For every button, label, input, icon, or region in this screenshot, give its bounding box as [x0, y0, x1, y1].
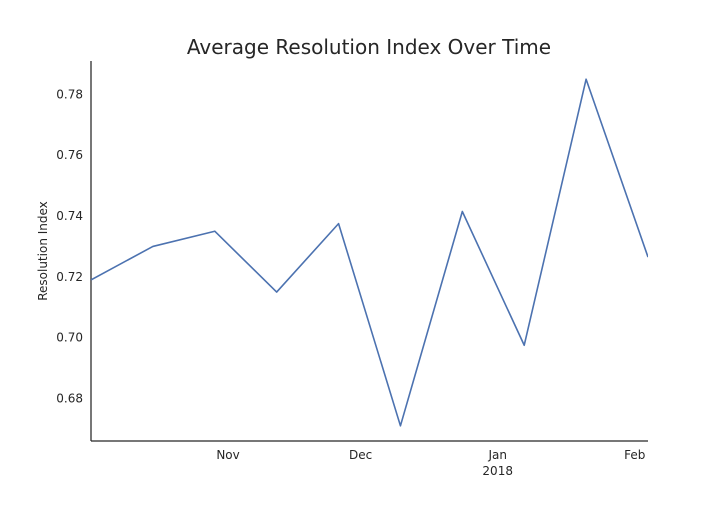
- series-line: [91, 78, 648, 427]
- x-tick-label: Feb: [624, 448, 645, 462]
- y-axis-title: Resolution Index: [36, 201, 50, 301]
- y-tick-label: 0.76: [56, 148, 83, 162]
- y-tick-label: 0.78: [56, 87, 83, 101]
- chart-title: Average Resolution Index Over Time: [187, 35, 551, 59]
- x-tick-label: Nov: [216, 448, 239, 462]
- x-axis-ticks: Nov Dec Jan 2018 Feb: [216, 448, 645, 478]
- y-tick-label: 0.72: [56, 270, 83, 284]
- x-tick-year-label: 2018: [482, 464, 513, 478]
- y-tick-label: 0.74: [56, 209, 83, 223]
- y-tick-label: 0.70: [56, 331, 83, 345]
- x-tick-label: Dec: [349, 448, 372, 462]
- y-tick-label: 0.68: [56, 391, 83, 405]
- series-layer: [91, 78, 648, 427]
- y-axis-ticks: 0.68 0.70 0.72 0.74 0.76 0.78: [56, 87, 83, 405]
- x-tick-label: Jan: [487, 448, 507, 462]
